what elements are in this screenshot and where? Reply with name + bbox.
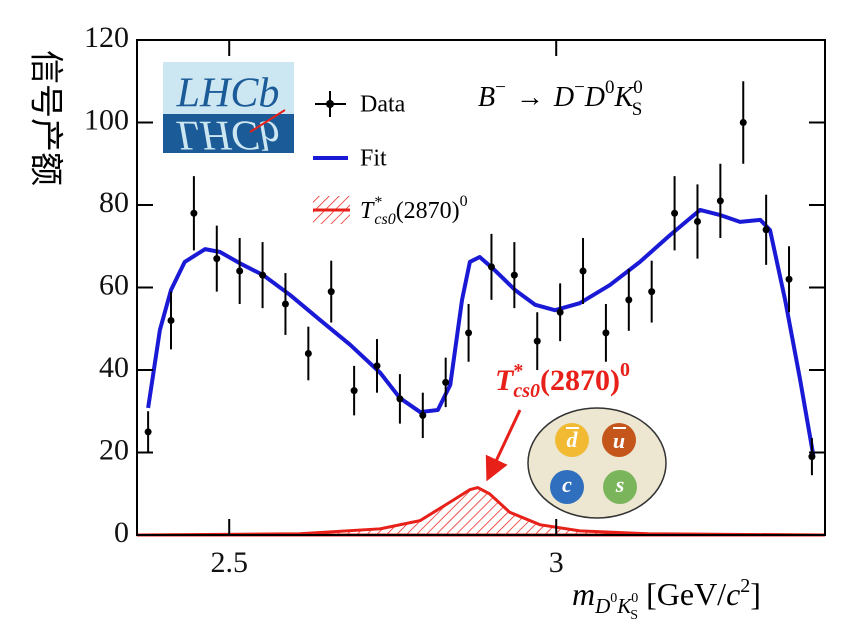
data-point — [259, 271, 267, 279]
data-point — [373, 362, 381, 370]
y-tick-label: 80 — [99, 186, 129, 219]
annotation-part: D — [584, 82, 605, 113]
fit-line — [146, 207, 816, 456]
data-point — [785, 275, 793, 283]
annotation-part: K — [614, 82, 635, 113]
data-point — [327, 288, 335, 296]
data-point — [167, 317, 175, 324]
y-tick-label: 60 — [99, 268, 129, 301]
y-tick-label: 40 — [99, 351, 129, 384]
data-point — [579, 267, 587, 275]
data-point — [739, 119, 747, 126]
data-point — [510, 271, 518, 279]
legend: Data Fit T* cs0(2870)0 — [313, 91, 468, 228]
x-axis-label-part: S — [630, 608, 638, 623]
y-tick-label: 120 — [84, 21, 129, 54]
data-point — [396, 395, 404, 403]
legend-label-part: T — [360, 198, 375, 224]
legend-label-part: * — [374, 194, 382, 211]
x-axis-label-part: D — [594, 594, 610, 618]
x-axis-label-part: m — [572, 576, 595, 612]
annotation-part: S — [632, 99, 643, 120]
legend-label: Fit — [360, 146, 387, 172]
x-tick-label: 2.5 — [210, 546, 248, 579]
data-point — [465, 329, 473, 337]
signal-label-part: T — [495, 364, 515, 397]
data-point — [350, 387, 358, 395]
signal-label-part: (2870) — [540, 364, 620, 397]
data-point — [556, 308, 564, 316]
data-point — [716, 197, 724, 205]
logo: LHCb LHCb — [163, 62, 294, 157]
x-axis-label-part: 0 — [610, 591, 617, 606]
legend-label-part: (2870) — [396, 198, 460, 224]
y-tick-label: 100 — [84, 103, 129, 136]
annotation: B− → D−D0K0 S — [478, 77, 643, 120]
data-point — [281, 300, 289, 308]
annotation-part: 0 — [605, 77, 615, 98]
signal-arrow — [485, 409, 522, 482]
y-tick-label: 0 — [114, 516, 129, 549]
plot-area — [136, 81, 826, 537]
data-point — [533, 337, 541, 345]
data-point — [442, 378, 450, 386]
legend-label-part: cs0 — [374, 211, 395, 228]
hadron — [527, 407, 667, 519]
logo-text: LHCb — [176, 71, 280, 117]
data-point — [213, 255, 221, 263]
x-axis-label-part: K — [616, 594, 632, 618]
data-point — [144, 428, 152, 436]
data-point — [808, 453, 816, 461]
data-point — [762, 226, 770, 234]
annotation-part: B — [478, 82, 495, 113]
x-axis-label-part: 2 — [740, 575, 750, 597]
x-axis-label-part: [GeV/ — [646, 576, 726, 612]
signal-label-part: 0 — [620, 359, 630, 381]
annotation-part: D — [553, 82, 574, 113]
quark-diagram: d u c s — [527, 407, 667, 519]
quark-label: s — [615, 472, 625, 497]
data-point — [671, 209, 679, 217]
y-tick-label: 20 — [99, 433, 129, 466]
signal-label: T* cs0(2870)0 — [495, 359, 630, 402]
x-axis-label: mD0K0 S[GeV/c2] — [572, 575, 761, 624]
data-point — [419, 411, 427, 419]
logo-reflection: LHCb — [176, 111, 280, 157]
data-point — [602, 329, 610, 337]
x-tick-label: 3 — [549, 546, 564, 579]
quark-label: d — [567, 427, 579, 452]
data-point — [625, 296, 633, 304]
quark — [555, 423, 589, 457]
quark — [550, 470, 584, 504]
legend-marker — [326, 100, 334, 108]
data-point — [693, 218, 701, 225]
quark-label: c — [562, 472, 572, 497]
signal-area — [136, 485, 826, 537]
signal-label-part: * — [513, 360, 523, 382]
quark-label: u — [613, 428, 625, 453]
quark — [602, 423, 636, 457]
data-point — [236, 267, 244, 275]
data-point — [487, 263, 495, 271]
annotation-part: − — [574, 77, 585, 98]
x-axis-label-part: c — [726, 576, 740, 612]
logo-stroke — [249, 109, 286, 133]
annotation-part: 0 — [633, 77, 643, 98]
annotation-part: − — [495, 77, 506, 98]
y-axis-label: 信号产额 — [26, 50, 66, 186]
x-axis-label-part: 0 — [631, 591, 638, 606]
data-point — [648, 288, 656, 296]
quark — [603, 470, 637, 504]
legend-label: T* cs0(2870)0 — [360, 193, 468, 228]
logo-top — [163, 62, 294, 114]
signal-label-part: cs0 — [513, 380, 540, 402]
x-axis-label-part: ] — [750, 576, 761, 612]
data-point — [190, 209, 198, 217]
data-point — [304, 350, 312, 357]
legend-label: Data — [360, 92, 406, 118]
legend-label-part: 0 — [460, 193, 468, 210]
annotation-part: → — [516, 82, 544, 113]
logo-bottom — [163, 114, 294, 153]
